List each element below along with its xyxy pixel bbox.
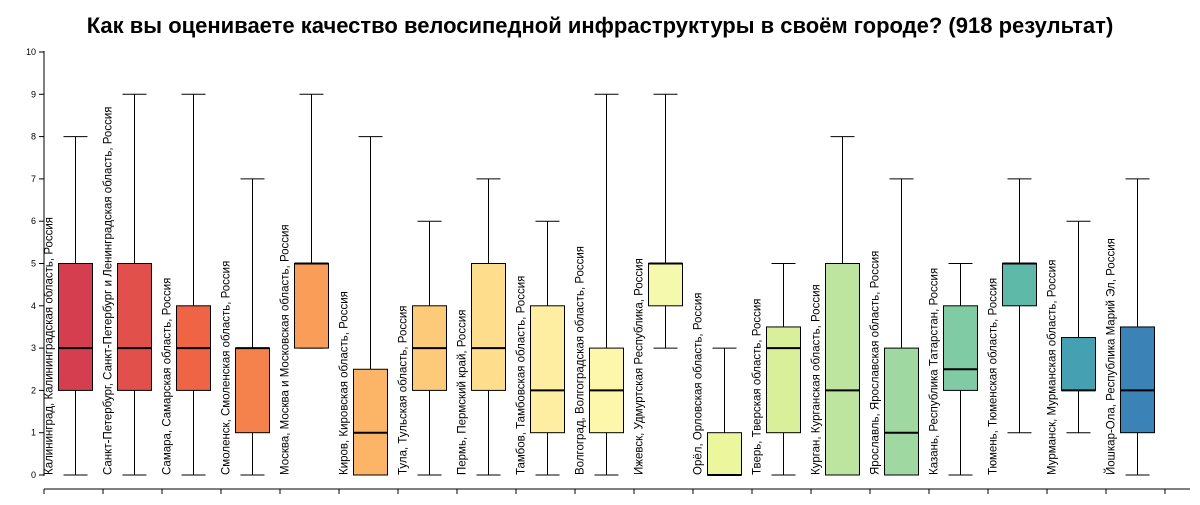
category-label: Ярославль, Ярославская область, Россия bbox=[870, 251, 882, 475]
box-iqr bbox=[530, 305, 565, 434]
box-iqr bbox=[294, 263, 329, 349]
chart-title: Как вы оцениваете качество велосипедной … bbox=[86, 13, 1114, 38]
category-label: Тюмень, Тюменская область, Россия bbox=[988, 278, 1000, 475]
box-iqr bbox=[235, 347, 270, 434]
category-label: Тула, Тульская область, Россия bbox=[398, 306, 410, 476]
y-tick-label: 6 bbox=[31, 216, 36, 226]
category-label: Тверь, Тверская область, Россия bbox=[752, 299, 764, 476]
y-tick-label: 5 bbox=[31, 259, 36, 269]
box-iqr bbox=[766, 326, 801, 434]
box-iqr bbox=[1061, 337, 1096, 391]
box-iqr bbox=[353, 368, 388, 476]
y-tick-label: 8 bbox=[31, 132, 36, 142]
category-label: Пермь, Пермский край, Россия bbox=[457, 310, 469, 475]
category-label: Калининград, Калининградская область, Ро… bbox=[44, 217, 56, 475]
y-tick-label: 3 bbox=[31, 343, 36, 353]
category-label: Орёл, Орловская область, Россия bbox=[693, 292, 705, 475]
category-label: Йошкар-Ола, Республика Марий Эл, Россия bbox=[1105, 238, 1118, 475]
box-iqr bbox=[1120, 326, 1155, 434]
y-tick-label: 10 bbox=[26, 47, 36, 57]
category-label: Смоленск, Смоленская область, Россия bbox=[221, 261, 233, 475]
y-tick-label: 7 bbox=[31, 174, 36, 184]
box-iqr bbox=[117, 263, 152, 391]
category-label: Ижевск, Удмуртская Республика, Россия bbox=[634, 258, 646, 475]
y-tick-label: 4 bbox=[31, 301, 36, 311]
box-iqr bbox=[825, 263, 860, 476]
box-iqr bbox=[884, 347, 919, 476]
y-tick-label: 1 bbox=[31, 428, 36, 438]
box-iqr bbox=[648, 263, 683, 307]
category-label: Казань, Республика Татарстан, Россия bbox=[929, 268, 941, 475]
box-iqr bbox=[471, 263, 506, 391]
box-iqr bbox=[943, 305, 978, 391]
category-label: Курган, Курганская область, Россия bbox=[811, 284, 823, 475]
category-label: Самара, Самарская область, Россия bbox=[162, 278, 174, 475]
category-label: Москва, Москва и Московская область, Рос… bbox=[280, 224, 292, 475]
box-iqr bbox=[1002, 263, 1037, 307]
category-label: Мурманск, Мурманская область, Россия bbox=[1047, 260, 1059, 475]
y-tick-label: 0 bbox=[31, 470, 36, 480]
category-label: Киров, Кировская область, Россия bbox=[339, 291, 351, 475]
category-label: Тамбов, Тамбовская область, Россия bbox=[516, 276, 528, 475]
y-tick-label: 9 bbox=[31, 89, 36, 99]
y-tick-label: 2 bbox=[31, 385, 36, 395]
category-label: Санкт-Петербург, Санкт-Петербург и Ленин… bbox=[103, 107, 115, 475]
box-iqr bbox=[58, 263, 93, 391]
category-label: Волгоград, Волгоградская область, Россия bbox=[575, 246, 587, 475]
box-iqr bbox=[707, 432, 742, 476]
